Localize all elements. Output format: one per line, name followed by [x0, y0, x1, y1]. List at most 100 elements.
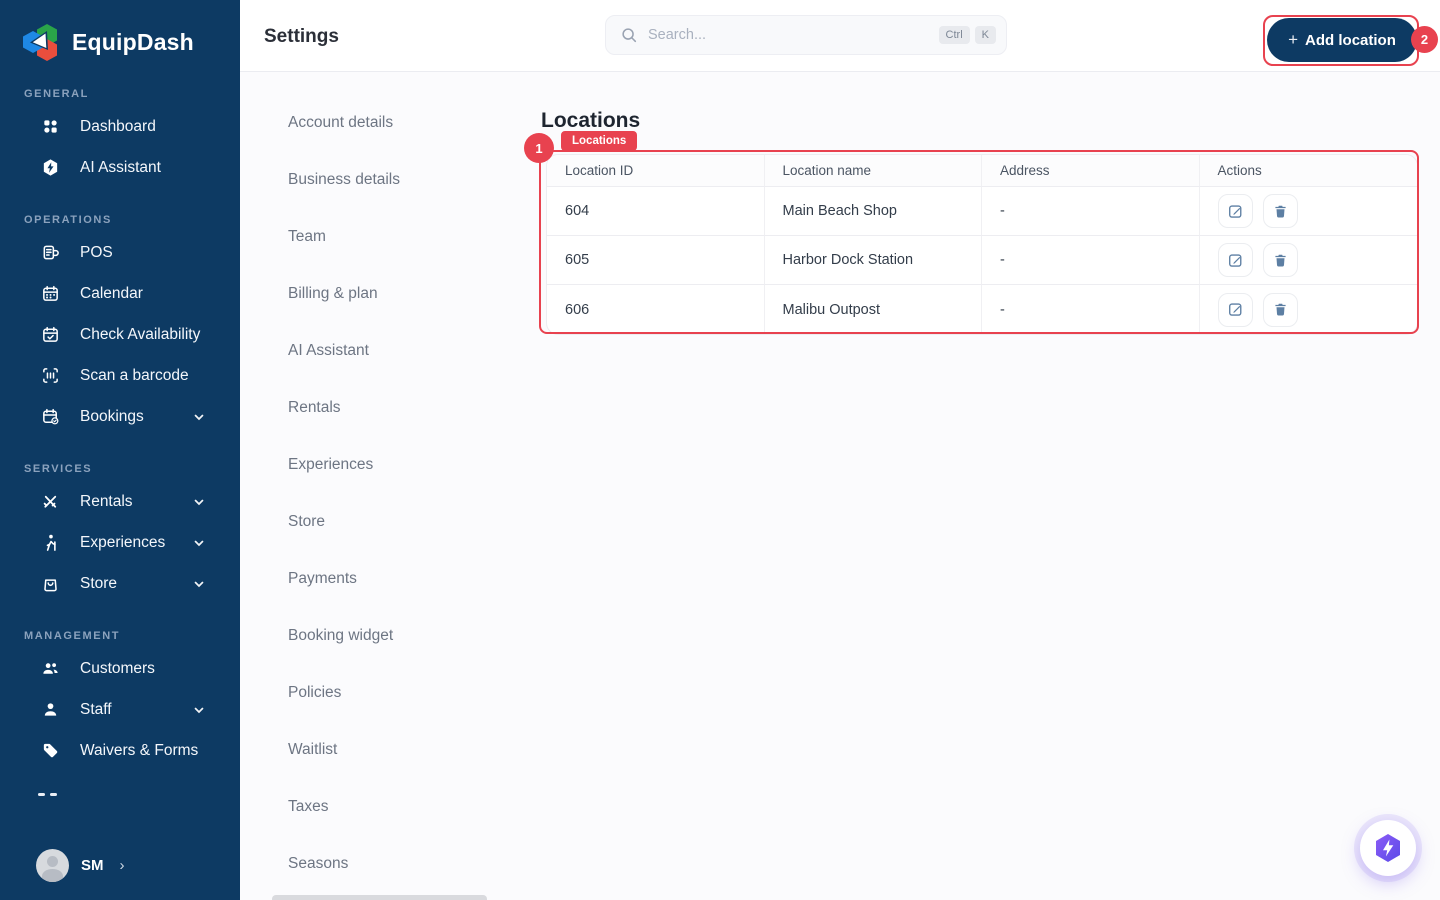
column-header-address: Address — [982, 155, 1200, 187]
delete-button[interactable] — [1262, 194, 1298, 228]
brand-logo[interactable]: EquipDash — [0, 0, 240, 62]
sidebar-item-customers[interactable]: Customers — [0, 648, 240, 689]
sidebar-item-experiences[interactable]: Experiences — [0, 522, 240, 563]
sidebar-item-dashboard[interactable]: Dashboard — [0, 106, 240, 147]
grid-icon — [40, 117, 60, 137]
settings-nav-booking-widget[interactable]: Booking widget — [288, 627, 394, 644]
settings-nav-team[interactable]: Team — [288, 228, 326, 245]
sidebar-section-operations: OPERATIONS — [24, 214, 112, 226]
sidebar-item-label: Rentals — [80, 492, 133, 510]
cell-address: - — [982, 236, 1200, 285]
sidebar-item-label: Experiences — [80, 533, 166, 551]
calendar-icon — [40, 284, 60, 304]
chevron-down-icon — [194, 581, 204, 587]
annotation-step-2-badge: 2 — [1411, 26, 1438, 53]
sidebar-item-pos[interactable]: POS — [0, 232, 240, 273]
annotation-step-1-badge: 1 — [524, 133, 554, 163]
topbar: Settings Ctrl K + Add location 2 — [240, 0, 1440, 72]
ai-hexagon-icon — [40, 158, 60, 178]
sidebar-item-label: POS — [80, 243, 113, 261]
settings-nav-account-details[interactable]: Account details — [288, 114, 394, 131]
hiker-icon — [40, 533, 60, 553]
sidebar-item-calendar[interactable]: Calendar — [0, 273, 240, 314]
add-location-label: Add location — [1305, 31, 1396, 49]
chevron-down-icon — [194, 414, 204, 420]
sidebar: EquipDash GENERAL Dashboard AI Assistant… — [0, 0, 240, 900]
trash-icon — [1274, 254, 1286, 266]
barcode-scan-icon — [40, 366, 60, 386]
sidebar-item-label: Check Availability — [80, 325, 201, 343]
table-row: 606 Malibu Outpost - — [547, 285, 1417, 334]
settings-nav-taxes[interactable]: Taxes — [288, 798, 329, 815]
sidebar-item-label: Bookings — [80, 407, 144, 425]
annotation-tag-locations: Locations — [561, 131, 638, 151]
edit-button[interactable] — [1217, 194, 1253, 228]
sidebar-item-store[interactable]: Store — [0, 563, 240, 604]
settings-nav-store[interactable]: Store — [288, 513, 326, 530]
settings-nav-rentals[interactable]: Rentals — [288, 399, 341, 416]
sidebar-section-management: MANAGEMENT — [24, 630, 121, 642]
settings-nav-policies[interactable]: Policies — [288, 684, 342, 701]
sidebar-item-label: Store — [80, 574, 118, 592]
settings-nav-business-details[interactable]: Business details — [288, 171, 401, 188]
plus-icon: + — [1288, 30, 1299, 49]
table-row: 605 Harbor Dock Station - — [547, 236, 1417, 285]
chevron-down-icon — [194, 499, 204, 505]
chevron-right-icon: › — [119, 857, 125, 874]
column-header-actions: Actions — [1199, 155, 1417, 187]
sidebar-item-label: Staff — [80, 700, 112, 718]
table-row: 604 Main Beach Shop - — [547, 187, 1417, 236]
sidebar-item-label: Customers — [80, 659, 155, 677]
locations-heading: Locations — [541, 109, 641, 132]
sidebar-item-label: Waivers & Forms — [80, 741, 199, 759]
column-header-location-name: Location name — [764, 155, 982, 187]
sidebar-item-label: Dashboard — [80, 117, 156, 135]
delete-button[interactable] — [1262, 292, 1298, 327]
locations-table: Location ID Location name Address Action… — [546, 154, 1418, 335]
sidebar-item-rentals[interactable]: Rentals — [0, 481, 240, 522]
sidebar-item-label: Scan a barcode — [80, 366, 189, 384]
search-box[interactable]: Ctrl K — [605, 15, 1007, 55]
settings-nav: Account details Business details Team Bi… — [288, 114, 488, 900]
chevron-down-icon — [194, 540, 204, 546]
assistant-fab[interactable] — [1360, 820, 1416, 876]
edit-button[interactable] — [1217, 292, 1253, 327]
delete-button[interactable] — [1262, 243, 1298, 277]
cell-location-name: Main Beach Shop — [764, 187, 982, 236]
settings-nav-billing-plan[interactable]: Billing & plan — [288, 285, 378, 302]
tag-icon — [40, 741, 60, 761]
table-header-row: Location ID Location name Address Action… — [547, 155, 1417, 187]
settings-nav-payments[interactable]: Payments — [288, 570, 357, 587]
settings-nav-seasons[interactable]: Seasons — [288, 855, 349, 872]
user-initials: SM — [81, 857, 104, 874]
column-header-location-id: Location ID — [547, 155, 765, 187]
cell-actions — [1199, 236, 1417, 285]
settings-nav-experiences[interactable]: Experiences — [288, 456, 374, 473]
sidebar-item-check-availability[interactable]: Check Availability — [0, 314, 240, 355]
equipdash-logo-icon — [23, 24, 57, 61]
cell-location-id: 605 — [547, 236, 765, 285]
pos-terminal-icon — [40, 243, 60, 263]
cell-location-id: 604 — [547, 187, 765, 236]
edit-button[interactable] — [1217, 243, 1253, 277]
sidebar-item-bookings[interactable]: Bookings — [0, 396, 240, 437]
partially-visible-item-icon — [38, 793, 57, 796]
cell-address: - — [982, 187, 1200, 236]
bolt-hexagon-icon — [1376, 834, 1400, 862]
kbd-k: K — [974, 26, 996, 44]
sidebar-item-label: Calendar — [80, 284, 143, 302]
settings-nav-ai-assistant[interactable]: AI Assistant — [288, 342, 369, 359]
sidebar-item-waivers-forms[interactable]: Waivers & Forms — [0, 730, 240, 771]
calendar-check-icon — [40, 325, 60, 345]
user-menu[interactable]: SM › — [0, 849, 240, 882]
search-icon — [622, 28, 637, 43]
booking-calendar-icon — [40, 407, 60, 427]
sidebar-item-scan-barcode[interactable]: Scan a barcode — [0, 355, 240, 396]
search-input[interactable] — [648, 27, 934, 43]
sidebar-item-staff[interactable]: Staff — [0, 689, 240, 730]
add-location-button[interactable]: + Add location — [1267, 18, 1417, 62]
sidebar-item-ai-assistant[interactable]: AI Assistant — [0, 147, 240, 188]
cell-actions — [1200, 285, 1418, 334]
settings-nav-waitlist[interactable]: Waitlist — [288, 741, 338, 758]
cell-location-name: Malibu Outpost — [765, 285, 982, 334]
